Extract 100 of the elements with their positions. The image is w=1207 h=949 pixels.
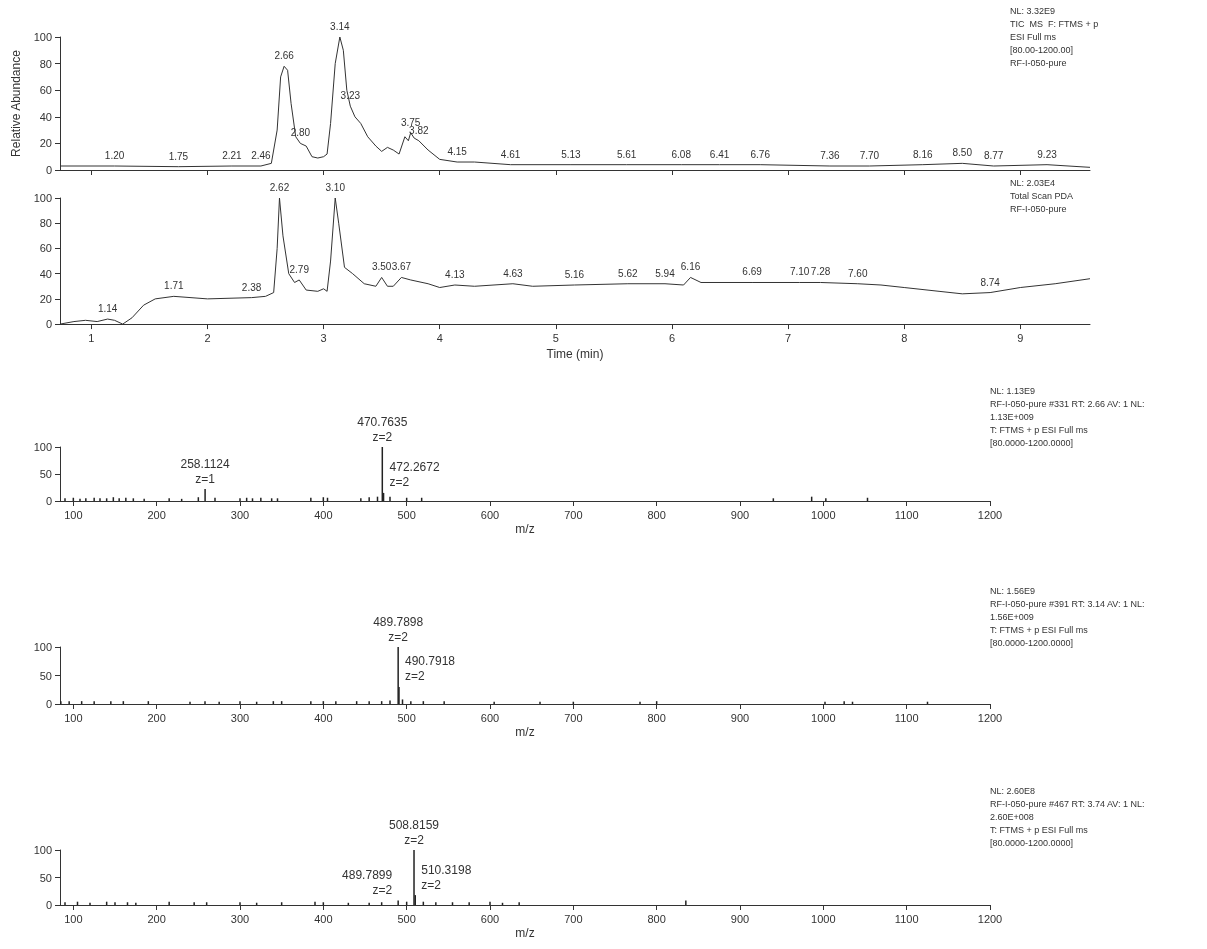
annotation: 489.7898 z=2 xyxy=(373,614,424,644)
y-axis-title: Relative Abundance xyxy=(9,49,23,157)
x-tick-label: 1200 xyxy=(977,912,1003,925)
annotation: 4.15 xyxy=(447,146,468,158)
annotation: 1.71 xyxy=(164,280,184,292)
x-tick-label: 800 xyxy=(647,711,666,724)
annotation: 3.23 xyxy=(340,90,361,102)
x-tick-label: 600 xyxy=(480,912,500,925)
y-tick-label: 60 xyxy=(39,242,52,255)
x-tick-label: 5 xyxy=(552,331,559,344)
x-tick-label: 100 xyxy=(64,711,83,724)
x-axis-title: Time (min) xyxy=(546,347,604,361)
annotation: 1.14 xyxy=(97,303,118,315)
y-tick-label: 20 xyxy=(39,292,52,305)
x-axis-title: m/z xyxy=(515,926,535,940)
x-tick-label: 1000 xyxy=(811,711,836,724)
y-tick-label: 0 xyxy=(45,164,52,176)
x-tick-label: 1200 xyxy=(977,711,1003,724)
annotation: 4.13 xyxy=(445,269,465,281)
text: T: FTMS + p ESI Full ms xyxy=(990,424,1089,435)
x-tick-label: 600 xyxy=(480,711,500,724)
annotation: 5.61 xyxy=(616,148,637,160)
annotation: 6.76 xyxy=(750,148,771,160)
x-tick-label: 200 xyxy=(147,711,166,724)
x-tick-label: 1200 xyxy=(977,508,1003,521)
x-tick-label: 400 xyxy=(314,912,333,925)
x-axis-title: m/z xyxy=(515,725,535,739)
x-tick-label: 1 xyxy=(88,331,95,344)
annotation: 9.23 xyxy=(1037,148,1058,160)
x-tick-label: 900 xyxy=(730,912,750,925)
annotation: 4.63 xyxy=(503,267,524,279)
x-tick-label: 4 xyxy=(436,331,443,344)
x-tick-label: 700 xyxy=(564,508,583,521)
x-tick-label: 100 xyxy=(64,508,83,521)
annotation: 490.7918 z=2 xyxy=(404,654,456,684)
x-tick-label: 400 xyxy=(314,711,333,724)
annotation: 8.50 xyxy=(952,147,973,159)
y-tick-label: 40 xyxy=(39,110,52,123)
annotation: 5.62 xyxy=(618,267,638,279)
y-tick-label: 0 xyxy=(45,698,52,710)
x-tick-label: 900 xyxy=(730,508,750,521)
annotation: ESI Full ms xyxy=(1010,31,1057,42)
annotation: 3.50 xyxy=(371,261,392,273)
annotation: 3.14 xyxy=(330,21,351,32)
x-tick-label: 600 xyxy=(480,508,500,521)
annotation: 7.36 xyxy=(820,150,841,162)
text: TIC MS F: FTMS + p xyxy=(1010,18,1099,29)
annotation: 5.16 xyxy=(564,269,585,281)
x-tick-label: 3 xyxy=(320,331,327,344)
x-tick-label: 200 xyxy=(147,912,166,925)
annotation: 7.28 xyxy=(810,266,831,278)
annotation: 8.74 xyxy=(980,276,1001,288)
text: [80.0000-1200.0000] xyxy=(990,837,1074,848)
y-tick-label: 100 xyxy=(33,31,52,43)
x-tick-label: 9 xyxy=(1017,331,1024,344)
x-tick-label: 2 xyxy=(204,331,211,344)
x-tick-label: 900 xyxy=(730,711,750,724)
x-tick-label: 800 xyxy=(647,912,666,925)
x-tick-label: 7 xyxy=(785,331,792,344)
text: RF-I-050-pure #467 RT: 3.74 AV: 1 NL: xyxy=(990,798,1145,809)
x-tick-label: 500 xyxy=(397,912,416,925)
x-tick-label: 200 xyxy=(147,508,166,521)
x-tick-label: 1000 xyxy=(811,912,836,925)
text: RF-I-050-pure #331 RT: 2.66 AV: 1 NL: xyxy=(990,398,1145,409)
x-tick-label: 300 xyxy=(230,508,250,521)
annotation: 510.3198 z=2 xyxy=(421,862,472,892)
text: NL: 1.56E9 xyxy=(990,585,1036,596)
x-tick-label: 100 xyxy=(64,912,83,925)
annotation: 508.8159 z=2 xyxy=(388,817,440,847)
annotation: 2.80 xyxy=(290,127,311,139)
text: RF-I-050-pure #391 RT: 3.14 AV: 1 NL: xyxy=(990,598,1145,609)
annotation: 6.16 xyxy=(680,261,701,273)
annotation: RF-I-050-pure xyxy=(1010,203,1067,214)
text: NL: 2.60E8 xyxy=(990,785,1036,796)
y-tick-label: 80 xyxy=(39,57,52,70)
annotation: 2.38 xyxy=(241,281,262,293)
annotation: 258.1124 z=1 xyxy=(180,456,230,486)
text: 1.56E+009 xyxy=(990,611,1034,622)
y-tick-label: 50 xyxy=(39,669,52,682)
annotation: [80.00-1200.00] xyxy=(1010,44,1074,55)
y-tick-label: 100 xyxy=(33,441,52,453)
y-tick-label: 0 xyxy=(45,495,52,507)
annotation: 2.46 xyxy=(251,150,272,162)
text: T: FTMS + p ESI Full ms xyxy=(990,624,1089,635)
x-tick-label: 1100 xyxy=(894,711,919,724)
text: NL: 2.03E4 xyxy=(1010,177,1056,188)
annotation: [80.0000-1200.0000] xyxy=(990,437,1074,448)
annotation: 1.75 xyxy=(168,150,189,162)
annotation: 2.79 xyxy=(289,263,310,275)
x-tick-label: 400 xyxy=(314,508,333,521)
annotation: 8.77 xyxy=(983,150,1004,162)
y-tick-label: 100 xyxy=(33,844,52,856)
annotation: 5.94 xyxy=(655,267,676,279)
x-tick-label: 500 xyxy=(397,508,416,521)
x-tick-label: 700 xyxy=(564,711,583,724)
y-tick-label: 20 xyxy=(39,137,52,150)
annotation: 6.08 xyxy=(671,148,692,160)
annotation: 6.69 xyxy=(742,266,763,278)
x-tick-label: 1100 xyxy=(894,508,919,521)
annotation: Total Scan PDA xyxy=(1010,190,1074,201)
